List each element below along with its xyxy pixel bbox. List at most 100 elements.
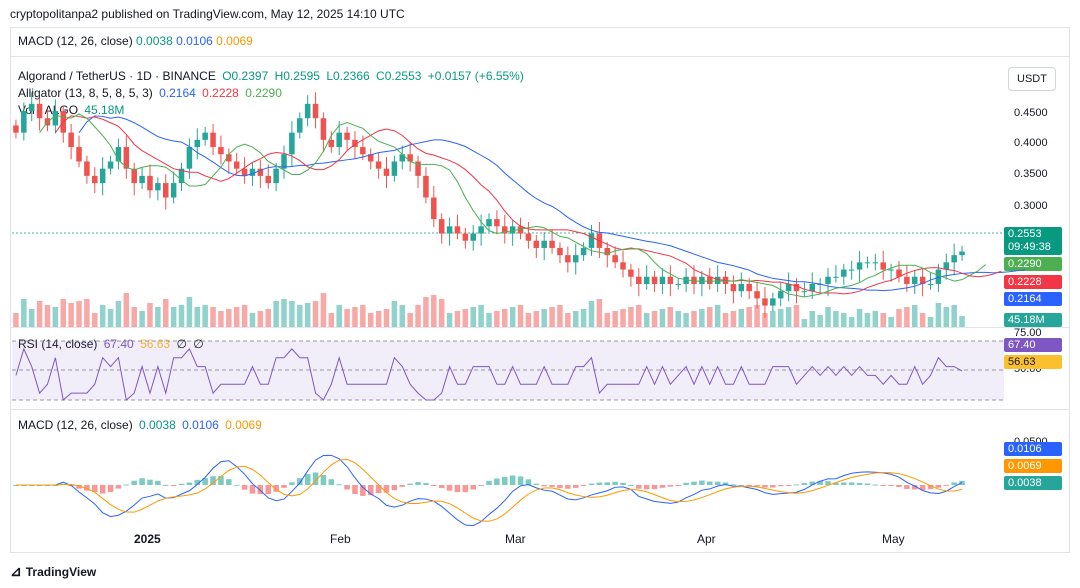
macd-histogram-bar: [297, 478, 303, 485]
candle-body: [935, 269, 942, 284]
alligator-jaw-line: [78, 115, 1026, 292]
candle-body: [312, 103, 319, 119]
candle-body: [880, 262, 886, 270]
candle-body: [785, 283, 792, 292]
candle-body: [68, 132, 74, 148]
volume-bar: [52, 307, 59, 327]
macd-histogram-bar: [793, 484, 800, 486]
volume-bar: [336, 305, 342, 327]
macd-histogram-bar: [438, 485, 445, 489]
macd-histogram-bar: [454, 485, 461, 493]
rsi-band: [12, 341, 1004, 400]
macd-histogram-bar: [943, 485, 950, 486]
volume-bar: [360, 305, 366, 327]
volume-bar: [446, 313, 453, 327]
price-tick-0: 0.4500: [1014, 107, 1048, 119]
candle-body: [517, 226, 524, 234]
volume-bar: [28, 309, 35, 327]
volume-bar: [312, 301, 319, 327]
candle-body: [391, 161, 398, 176]
candle-body: [407, 154, 413, 162]
candle-body: [588, 233, 595, 248]
candle-body: [683, 276, 689, 284]
macd-histogram-bar: [462, 485, 469, 493]
volume-bar: [60, 299, 67, 327]
rsi-ma-tag: 56.63: [1004, 355, 1062, 369]
macd-line-tag: 0.0069: [1004, 459, 1062, 473]
macd-histogram-bar: [880, 485, 886, 486]
candle-body: [178, 168, 185, 184]
macd-histogram-bar: [722, 482, 729, 485]
volume-bar: [817, 315, 823, 327]
candle-body: [28, 103, 35, 112]
macd-histogram-bar: [241, 485, 248, 490]
macd-histogram-bar: [620, 482, 626, 485]
alligator-green-tag: 0.2290: [1004, 257, 1062, 271]
volume-bar: [864, 313, 871, 327]
volume-bar: [683, 313, 689, 327]
rsi-v1: 67.40: [103, 337, 134, 351]
candle-body: [864, 262, 871, 264]
candle-body: [415, 161, 421, 176]
macd-histogram-bar: [233, 484, 240, 486]
macd-histogram-bar: [502, 476, 508, 485]
macd-histogram-bar: [951, 482, 957, 485]
macd-top-legend: MACD (12, 26, close) 0.0038 0.0106 0.006…: [18, 34, 253, 48]
chart-frame: [10, 27, 1070, 553]
macd-histogram-bar: [131, 480, 137, 485]
countdown-value: 09:49:38: [1008, 241, 1051, 253]
symbol-legend: Algorand / TetherUS · 1D · BINANCE O0.23…: [18, 69, 527, 83]
candle-body: [738, 283, 745, 292]
volume-bar: [604, 313, 611, 327]
pane-separator-rsi: [10, 327, 1070, 328]
last-price-value: 0.2553: [1008, 228, 1042, 240]
macd-histogram-bar: [588, 483, 595, 485]
price-tick-2: 0.3500: [1014, 168, 1048, 180]
volume-bar: [825, 307, 831, 327]
macd-histogram-bar: [580, 485, 587, 486]
volume-bar: [620, 309, 626, 327]
candle-body: [273, 168, 279, 184]
macd-histogram-bar: [123, 484, 130, 486]
macd-histogram-bar: [399, 485, 406, 487]
volume-bar: [951, 305, 957, 327]
macd-histogram-bar: [249, 485, 256, 494]
volume-bar: [375, 311, 382, 327]
volume-bar: [123, 293, 130, 327]
alligator-v2: 0.2228: [202, 86, 239, 100]
macd-histogram-bar: [604, 482, 611, 485]
candle-body: [257, 168, 264, 176]
candle-body: [770, 298, 776, 306]
macd-histogram-bar: [509, 475, 516, 485]
volume-bar: [438, 299, 445, 327]
volume-bar: [557, 305, 563, 327]
candle-body: [352, 139, 358, 148]
macd-histogram-bar: [714, 481, 721, 485]
candle-body: [454, 226, 461, 234]
candle-body: [825, 276, 831, 284]
price-tick-3: 0.3000: [1014, 200, 1048, 212]
candle-body: [139, 175, 145, 184]
time-tick-feb: Feb: [330, 532, 351, 546]
macd-histogram-bar: [848, 482, 855, 485]
volume-bar: [478, 305, 484, 327]
volume-bar: [927, 317, 934, 327]
candle-body: [533, 240, 540, 248]
macd-histogram-bar: [691, 481, 697, 485]
macd-histogram-bar: [226, 479, 232, 485]
symbol-title: Algorand / TetherUS · 1D · BINANCE: [18, 69, 216, 83]
candle-body: [76, 147, 82, 162]
macd-histogram-bar: [659, 485, 666, 488]
volume-bar: [754, 305, 760, 327]
candle-body: [186, 147, 193, 169]
ohlc-change: +0.0157 (+6.55%): [427, 69, 524, 83]
macd-histogram-bar: [218, 476, 224, 485]
alligator-teeth-line: [54, 115, 1002, 295]
volume-bar: [880, 313, 886, 327]
macd-histogram-bar: [202, 478, 208, 485]
macd-histogram-bar: [320, 474, 327, 485]
macd-histogram-bar: [533, 483, 540, 485]
currency-button[interactable]: USDT: [1008, 67, 1056, 91]
macd-v1: 0.0038: [139, 418, 176, 432]
macd-histogram-bar: [833, 482, 839, 485]
